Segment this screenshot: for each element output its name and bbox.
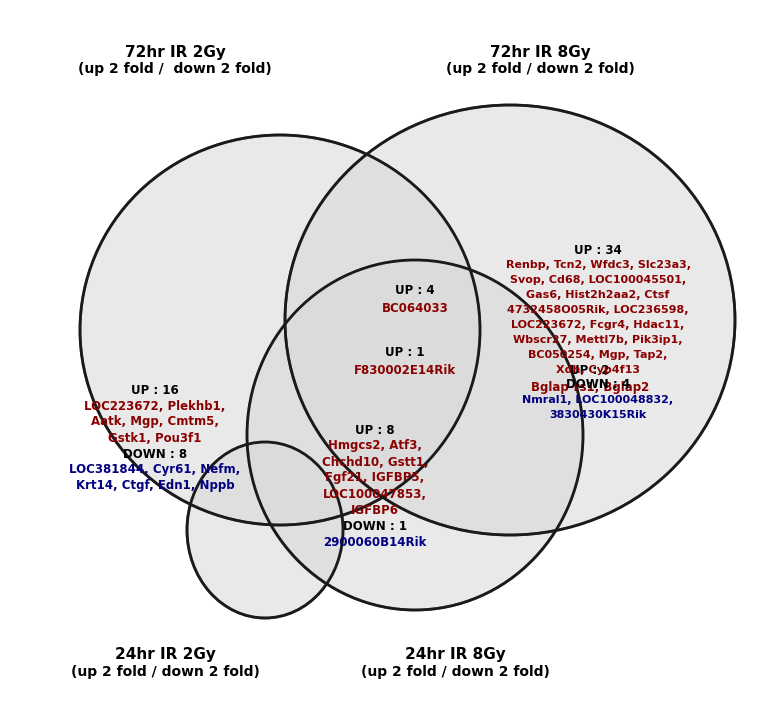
Text: (up 2 fold /  down 2 fold): (up 2 fold / down 2 fold) — [78, 62, 272, 76]
Text: LOC223672, Fcgr4, Hdac11,: LOC223672, Fcgr4, Hdac11, — [511, 320, 684, 330]
Text: BC064033: BC064033 — [381, 301, 449, 315]
Text: 4732458O05Rik, LOC236598,: 4732458O05Rik, LOC236598, — [507, 305, 689, 315]
Text: LOC100047853,: LOC100047853, — [323, 488, 427, 501]
Text: UP : 1: UP : 1 — [385, 346, 424, 358]
Text: LOC381844, Cyr61, Nefm,: LOC381844, Cyr61, Nefm, — [70, 464, 240, 477]
Ellipse shape — [285, 105, 735, 535]
Text: DOWN : 4: DOWN : 4 — [566, 378, 630, 392]
Ellipse shape — [247, 260, 583, 610]
Text: Renbp, Tcn2, Wfdc3, Slc23a3,: Renbp, Tcn2, Wfdc3, Slc23a3, — [506, 260, 691, 270]
Text: UP : 4: UP : 4 — [395, 284, 435, 296]
Text: (up 2 fold / down 2 fold): (up 2 fold / down 2 fold) — [360, 665, 550, 679]
Text: Krt14, Ctgf, Edn1, Nppb: Krt14, Ctgf, Edn1, Nppb — [76, 479, 234, 493]
Text: DOWN : 8: DOWN : 8 — [123, 448, 187, 460]
Text: 3830430K15Rik: 3830430K15Rik — [550, 410, 647, 420]
Text: 24hr IR 8Gy: 24hr IR 8Gy — [405, 648, 505, 662]
Text: Gstk1, Pou3f1: Gstk1, Pou3f1 — [108, 431, 202, 445]
Text: 72hr IR 2Gy: 72hr IR 2Gy — [124, 45, 226, 59]
Ellipse shape — [80, 135, 480, 525]
Text: UP : 34: UP : 34 — [574, 243, 622, 257]
Text: Fgf21, IGFBP5,: Fgf21, IGFBP5, — [326, 472, 424, 484]
Text: IGFBP6: IGFBP6 — [351, 503, 399, 517]
Text: 72hr IR 8Gy: 72hr IR 8Gy — [489, 45, 590, 59]
Text: BC050254, Mgp, Tap2,: BC050254, Mgp, Tap2, — [529, 350, 668, 360]
Text: UP : 8: UP : 8 — [355, 423, 395, 436]
Text: DOWN : 1: DOWN : 1 — [343, 520, 407, 532]
Text: Nmral1, LOC100048832,: Nmral1, LOC100048832, — [522, 395, 673, 405]
Text: (up 2 fold / down 2 fold): (up 2 fold / down 2 fold) — [446, 62, 634, 76]
Text: Gas6, Hist2h2aa2, Ctsf: Gas6, Hist2h2aa2, Ctsf — [526, 290, 669, 300]
Text: UP : 2: UP : 2 — [570, 363, 610, 377]
Text: Svop, Cd68, LOC100045501,: Svop, Cd68, LOC100045501, — [510, 275, 686, 285]
Text: UP : 16: UP : 16 — [131, 383, 179, 397]
Text: Wbscr27, Mettl7b, Pik3ip1,: Wbscr27, Mettl7b, Pik3ip1, — [513, 335, 683, 345]
Text: Hmgcs2, Atf3,: Hmgcs2, Atf3, — [328, 440, 422, 452]
Text: (up 2 fold / down 2 fold): (up 2 fold / down 2 fold) — [70, 665, 259, 679]
Text: F830002E14Rik: F830002E14Rik — [354, 363, 456, 377]
Text: Xdh, Cyp4f13: Xdh, Cyp4f13 — [556, 365, 640, 375]
Ellipse shape — [187, 442, 343, 618]
Text: Aatk, Mgp, Cmtm5,: Aatk, Mgp, Cmtm5, — [91, 416, 219, 428]
Text: 24hr IR 2Gy: 24hr IR 2Gy — [114, 648, 215, 662]
Text: LOC223672, Plekhb1,: LOC223672, Plekhb1, — [85, 399, 226, 412]
Text: Bglap-rs1, Bglap2: Bglap-rs1, Bglap2 — [531, 382, 649, 395]
Text: 2900060B14Rik: 2900060B14Rik — [323, 535, 427, 549]
Text: Chchd10, Gstt1,: Chchd10, Gstt1, — [322, 455, 428, 469]
